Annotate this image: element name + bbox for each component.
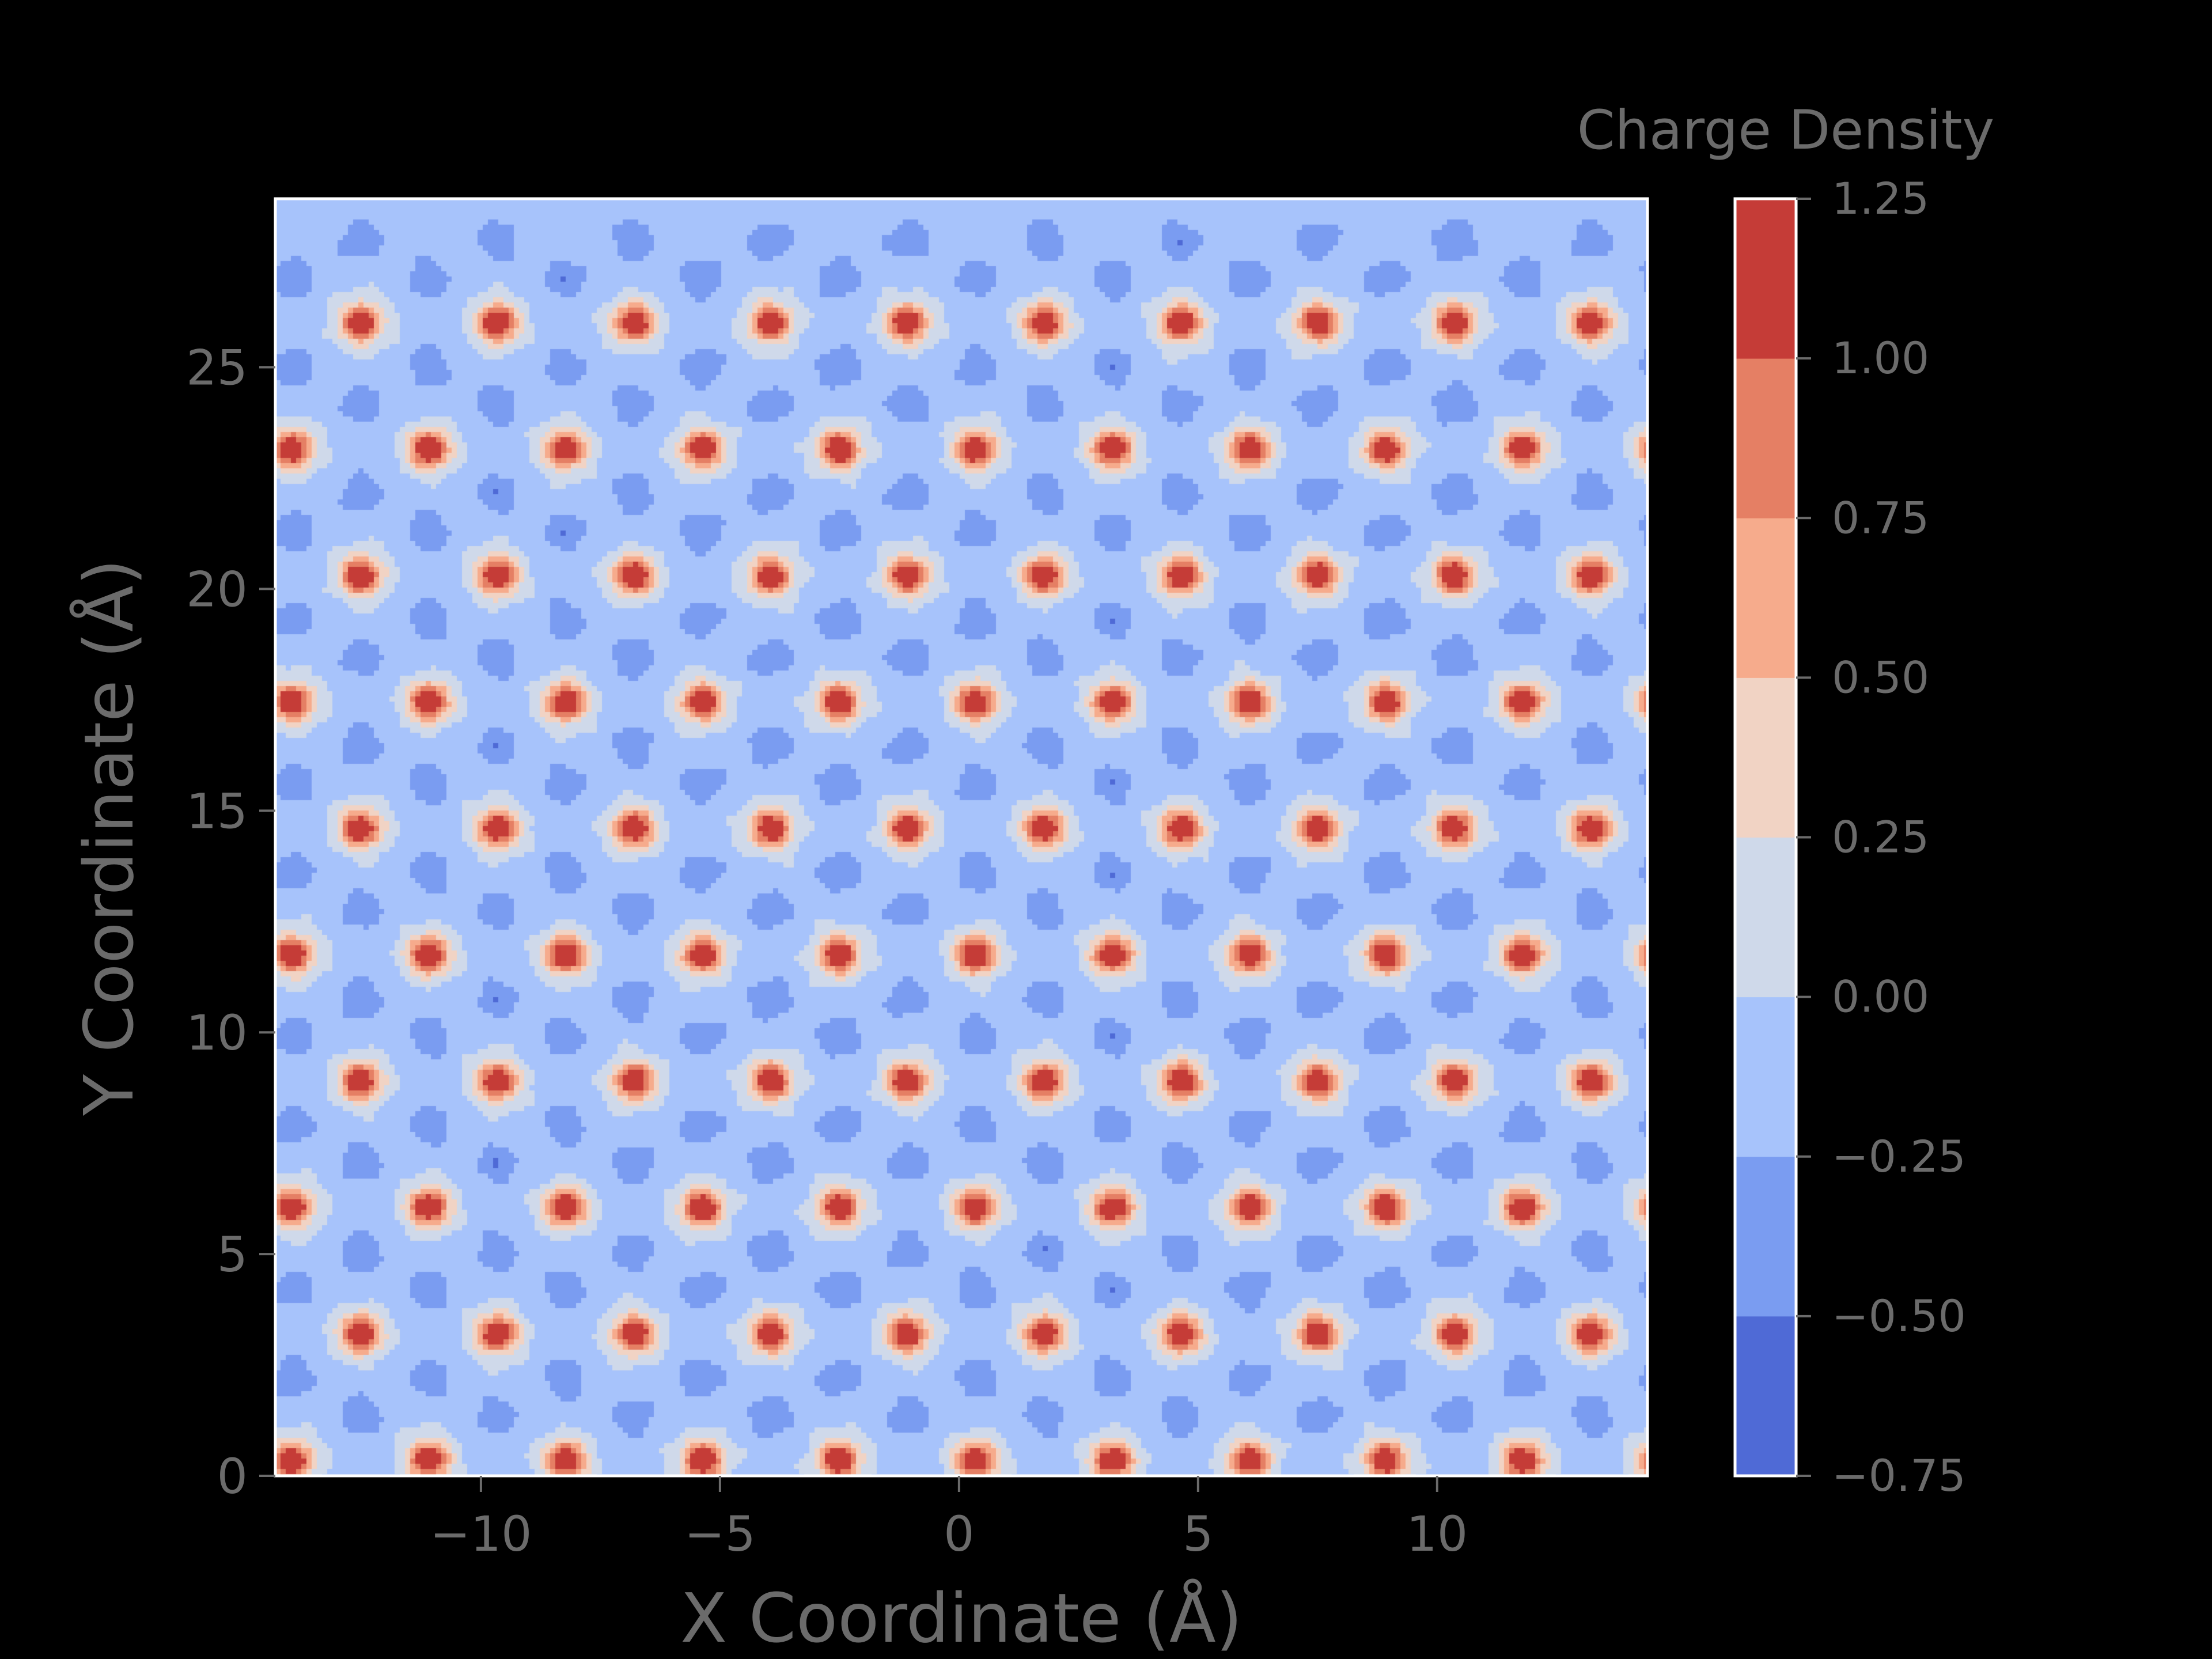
y-tick-label: 5 xyxy=(217,1226,248,1283)
x-tick-label: 10 xyxy=(1406,1506,1468,1562)
y-tick-label: 0 xyxy=(217,1448,248,1505)
x-tick-label: 0 xyxy=(944,1506,974,1562)
colorbar-tick-label: 0.00 xyxy=(1832,971,1929,1022)
colorbar-segment xyxy=(1735,997,1796,1157)
contour-field xyxy=(275,199,1647,1476)
y-tick-label: 10 xyxy=(186,1005,248,1061)
colorbar-label: Charge Density xyxy=(1577,99,1995,162)
colorbar-segment xyxy=(1735,1156,1796,1317)
x-tick-label: −5 xyxy=(684,1506,756,1562)
colorbar-segment xyxy=(1735,837,1796,998)
colorbar-segment xyxy=(1735,199,1796,359)
colorbar-tick-label: 0.50 xyxy=(1832,652,1929,703)
y-tick-label: 25 xyxy=(186,340,248,396)
plot-area xyxy=(275,199,1647,1476)
colorbar-segment xyxy=(1735,677,1796,838)
colorbar-tick-label: 0.25 xyxy=(1832,812,1929,863)
colorbar-segment xyxy=(1735,358,1796,518)
x-axis: −10 −5 0 5 10 xyxy=(430,1476,1468,1562)
y-axis-label: Y Coordinate (Å) xyxy=(69,559,149,1116)
colorbar-tick-label: −0.75 xyxy=(1832,1450,1966,1501)
y-tick-label: 15 xyxy=(186,783,248,839)
x-axis-label: X Coordinate (Å) xyxy=(680,1578,1243,1658)
plot-frame xyxy=(274,197,1649,1478)
x-tick-label: 5 xyxy=(1183,1506,1213,1562)
colorbar-tick-label: −0.25 xyxy=(1832,1131,1966,1182)
colorbar-segment xyxy=(1735,1316,1796,1476)
colorbar-tick-label: −0.50 xyxy=(1832,1290,1966,1342)
x-tick-label: −10 xyxy=(430,1506,532,1562)
colorbar: −0.75 −0.50 −0.25 0.00 0.25 0.50 0.75 1.00 1.25 xyxy=(1733,173,1966,1501)
y-axis: 0 5 10 15 20 25 xyxy=(186,340,275,1505)
colorbar-tick-label: 1.00 xyxy=(1832,332,1929,384)
y-tick-label: 20 xyxy=(186,561,248,618)
colorbar-segment xyxy=(1735,518,1796,678)
colorbar-tick-label: 1.25 xyxy=(1832,173,1929,224)
colorbar-tick-label: 0.75 xyxy=(1832,492,1929,543)
